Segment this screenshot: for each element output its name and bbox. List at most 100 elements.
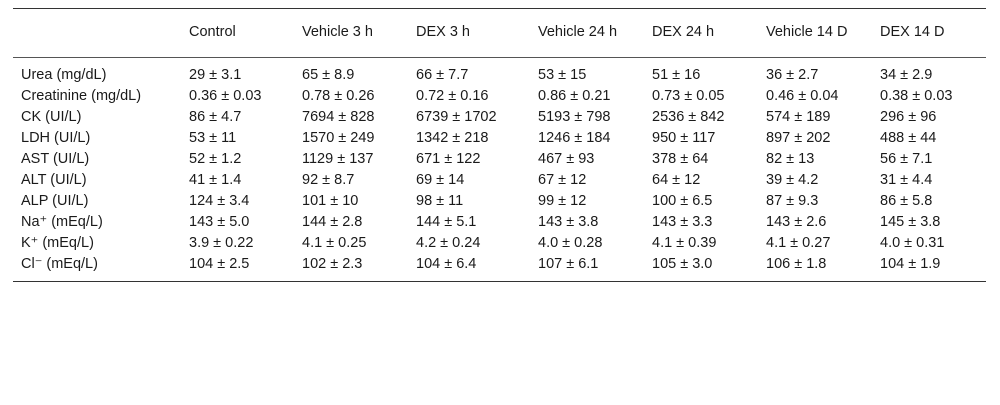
row-label: ALP (UI/L) [21, 193, 89, 209]
table-cell: 36 ± 2.7 [766, 67, 819, 83]
row-label: CK (UI/L) [21, 109, 82, 125]
header-cell-vehicle-3h: Vehicle 3 h [302, 24, 373, 40]
table-cell: 144 ± 5.1 [416, 214, 477, 230]
table-cell: 2536 ± 842 [652, 109, 725, 125]
header-cell-control: Control [189, 24, 236, 40]
table-cell: 105 ± 3.0 [652, 256, 713, 272]
table-cell: 104 ± 1.9 [880, 256, 941, 272]
table-cell: 52 ± 1.2 [189, 151, 242, 167]
table-cell: 29 ± 3.1 [189, 67, 242, 83]
table-row: ALP (UI/L) 124 ± 3.4 101 ± 10 98 ± 11 99 ± 1… [13, 191, 986, 212]
table-row: CK (UI/L) 86 ± 4.7 7694 ± 828 6739 ± 1702 51… [13, 107, 986, 128]
table-cell: 67 ± 12 [538, 172, 587, 188]
table-row: AST (UI/L) 52 ± 1.2 1129 ± 137 671 ± 122 467… [13, 149, 986, 170]
table-cell: 0.46 ± 0.04 [766, 88, 839, 104]
table-cell: 87 ± 9.3 [766, 193, 819, 209]
table-cell: 1570 ± 249 [302, 130, 375, 146]
table-cell: 5193 ± 798 [538, 109, 611, 125]
table-cell: 65 ± 8.9 [302, 67, 355, 83]
table-cell: 145 ± 3.8 [880, 214, 941, 230]
table-cell: 296 ± 96 [880, 109, 937, 125]
table-cell: 0.78 ± 0.26 [302, 88, 375, 104]
table-cell: 86 ± 5.8 [880, 193, 933, 209]
table-cell: 98 ± 11 [416, 193, 464, 209]
table-cell: 1246 ± 184 [538, 130, 611, 146]
header-cell-dex-14d: DEX 14 D [880, 24, 945, 40]
table-cell: 41 ± 1.4 [189, 172, 242, 188]
table-cell: 0.36 ± 0.03 [189, 88, 262, 104]
table-cell: 51 ± 16 [652, 67, 701, 83]
table-cell: 82 ± 13 [766, 151, 815, 167]
row-label: ALT (UI/L) [21, 172, 87, 188]
table-cell: 107 ± 6.1 [538, 256, 599, 272]
table-cell: 1342 ± 218 [416, 130, 489, 146]
table-cell: 143 ± 3.3 [652, 214, 713, 230]
header-cell-vehicle-24h: Vehicle 24 h [538, 24, 618, 40]
table-cell: 378 ± 64 [652, 151, 709, 167]
row-label: Urea (mg/dL) [21, 67, 107, 83]
header-cell-dex-24h: DEX 24 h [652, 24, 715, 40]
table-cell: 69 ± 14 [416, 172, 465, 188]
table-cell: 1129 ± 137 [302, 151, 374, 167]
table-cell: 86 ± 4.7 [189, 109, 242, 125]
table-cell: 102 ± 2.3 [302, 256, 363, 272]
table-cell: 4.1 ± 0.39 [652, 235, 717, 251]
table-cell: 34 ± 2.9 [880, 67, 933, 83]
table-cell: 143 ± 3.8 [538, 214, 599, 230]
row-label: LDH (UI/L) [21, 130, 91, 146]
row-label: Cl⁻ (mEq/L) [21, 256, 98, 272]
table-cell: 4.1 ± 0.27 [766, 235, 831, 251]
table-cell: 31 ± 4.4 [880, 172, 933, 188]
row-label: Na⁺ (mEq/L) [21, 214, 103, 230]
table-cell: 0.38 ± 0.03 [880, 88, 953, 104]
table-row: ALT (UI/L) 41 ± 1.4 92 ± 8.7 69 ± 14 67 ± 12… [13, 170, 986, 191]
table-row: Na⁺ (mEq/L) 143 ± 5.0 144 ± 2.8 144 ± 5.1 14… [13, 212, 986, 233]
table-cell: 897 ± 202 [766, 130, 831, 146]
table-cell: 99 ± 12 [538, 193, 587, 209]
table-cell: 143 ± 2.6 [766, 214, 827, 230]
table-cell: 0.72 ± 0.16 [416, 88, 489, 104]
table-cell: 4.0 ± 0.31 [880, 235, 945, 251]
table-cell: 144 ± 2.8 [302, 214, 363, 230]
table-cell: 66 ± 7.7 [416, 67, 469, 83]
table-cell: 39 ± 4.2 [766, 172, 819, 188]
table-cell: 0.73 ± 0.05 [652, 88, 725, 104]
data-table-container: Control Vehicle 3 h DEX 3 h Vehicle 24 h… [13, 8, 986, 282]
row-label: K⁺ (mEq/L) [21, 235, 94, 251]
table-cell: 3.9 ± 0.22 [189, 235, 254, 251]
table-cell: 143 ± 5.0 [189, 214, 250, 230]
table-cell: 467 ± 93 [538, 151, 595, 167]
header-cell-vehicle-14d: Vehicle 14 D [766, 24, 848, 40]
table-cell: 64 ± 12 [652, 172, 701, 188]
table-cell: 101 ± 10 [302, 193, 359, 209]
table-cell: 7694 ± 828 [302, 109, 375, 125]
table-cell: 56 ± 7.1 [880, 151, 933, 167]
table-cell: 574 ± 189 [766, 109, 831, 125]
table-cell: 4.0 ± 0.28 [538, 235, 603, 251]
table-body: Urea (mg/dL) 29 ± 3.1 65 ± 8.9 66 ± 7.7 53 ±… [13, 58, 986, 282]
lab-values-table: Control Vehicle 3 h DEX 3 h Vehicle 24 h… [13, 8, 986, 282]
table-cell: 950 ± 117 [652, 130, 716, 146]
table-row: Creatinine (mg/dL) 0.36 ± 0.03 0.78 ± 0.26… [13, 86, 986, 107]
table-cell: 4.2 ± 0.24 [416, 235, 481, 251]
table-cell: 100 ± 6.5 [652, 193, 713, 209]
table-cell: 0.86 ± 0.21 [538, 88, 611, 104]
table-cell: 53 ± 11 [189, 130, 237, 146]
table-header-row: Control Vehicle 3 h DEX 3 h Vehicle 24 h… [13, 8, 986, 58]
row-label: AST (UI/L) [21, 151, 90, 167]
table-row: K⁺ (mEq/L) 3.9 ± 0.22 4.1 ± 0.25 4.2 ± 0.24… [13, 233, 986, 254]
table-cell: 106 ± 1.8 [766, 256, 827, 272]
table-cell: 671 ± 122 [416, 151, 481, 167]
table-cell: 53 ± 15 [538, 67, 587, 83]
table-cell: 124 ± 3.4 [189, 193, 250, 209]
table-cell: 104 ± 6.4 [416, 256, 477, 272]
table-cell: 6739 ± 1702 [416, 109, 497, 125]
table-cell: 488 ± 44 [880, 130, 937, 146]
table-cell: 104 ± 2.5 [189, 256, 250, 272]
table-cell: 4.1 ± 0.25 [302, 235, 367, 251]
table-row: LDH (UI/L) 53 ± 11 1570 ± 249 1342 ± 218 124… [13, 128, 986, 149]
header-cell-empty [13, 9, 181, 58]
table-cell: 92 ± 8.7 [302, 172, 355, 188]
row-label: Creatinine (mg/dL) [21, 88, 142, 104]
header-cell-dex-3h: DEX 3 h [416, 24, 470, 40]
